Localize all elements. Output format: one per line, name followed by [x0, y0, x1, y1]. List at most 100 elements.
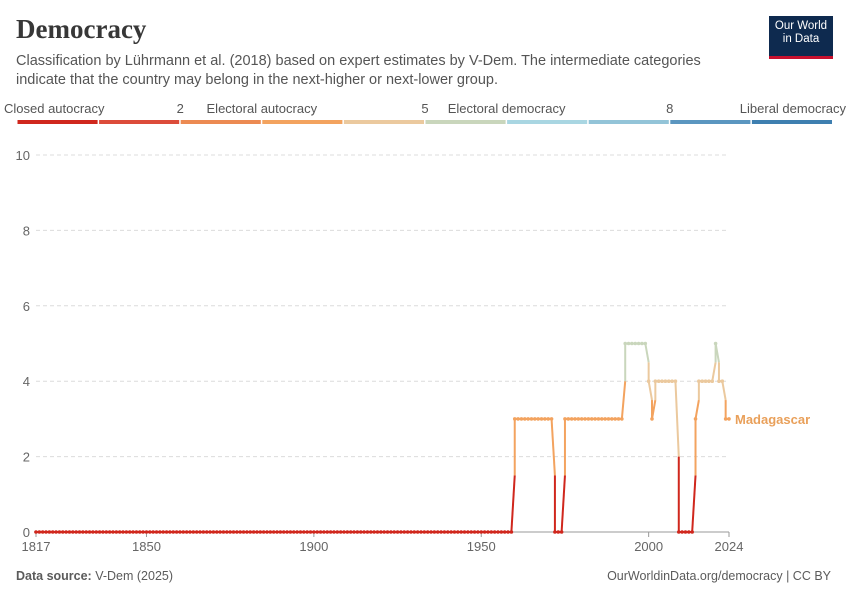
series-point-1949 [476, 530, 480, 534]
series-point-1839 [107, 530, 112, 534]
series-point-1989 [610, 417, 614, 421]
y-tick-label-10: 10 [16, 148, 30, 163]
series-point-1817 [34, 530, 38, 534]
series-point-2019 [710, 379, 715, 384]
series-point-1835 [94, 530, 99, 534]
series-point-1864 [191, 530, 196, 534]
series-point-1965 [529, 417, 534, 421]
y-tick-label-8: 8 [23, 223, 30, 238]
series-line-1974-a [560, 475, 566, 533]
series-point-1987 [603, 417, 607, 421]
chart-subtitle: Classification by Lührmann et al. (2018)… [16, 53, 701, 88]
series-point-1957 [502, 530, 507, 534]
series-point-1944 [459, 530, 463, 534]
series-point-1932 [419, 530, 423, 534]
series-point-1855 [161, 530, 166, 534]
series-point-1882 [251, 530, 256, 534]
series-point-1863 [188, 530, 192, 534]
series-point-1953 [489, 530, 494, 534]
series-point-1846 [131, 530, 135, 534]
series-point-1881 [248, 530, 253, 534]
data-source: Data source: V-Dem (2025) [16, 569, 173, 583]
series-point-1993 [623, 341, 628, 346]
series-point-1935 [429, 530, 433, 534]
series-point-1860 [178, 530, 182, 534]
series-point-1988 [606, 417, 611, 421]
series-point-1890 [278, 530, 283, 534]
series-point-1858 [171, 530, 176, 534]
series-point-1975 [563, 417, 567, 421]
series-point-1872 [218, 530, 222, 534]
data-source-value[interactable]: V-Dem (2025) [95, 569, 174, 583]
series-point-2001 [650, 417, 654, 421]
legend-swatch-6 [507, 120, 588, 124]
series-point-1849 [141, 530, 145, 534]
series-point-1979 [576, 417, 581, 421]
legend-label-2: Electoral autocracy [207, 101, 318, 116]
series-point-1936 [432, 530, 437, 534]
x-tick-label-2024: 2024 [715, 539, 744, 554]
series-point-1971 [549, 417, 554, 421]
series-point-1951 [482, 530, 487, 534]
series-line-2022-a [721, 381, 727, 401]
series-point-1887 [268, 530, 273, 534]
series-line-1992-a [620, 381, 627, 419]
series-point-2012 [687, 530, 691, 534]
series-point-1848 [137, 530, 142, 534]
series-point-1885 [261, 530, 266, 534]
series-point-1910 [345, 530, 350, 534]
series-madagascar[interactable]: Madagascar [34, 341, 810, 534]
series-point-1968 [539, 417, 544, 421]
series-point-1840 [111, 530, 115, 534]
series-point-1818 [37, 530, 42, 534]
series-point-1856 [164, 530, 169, 534]
legend-swatch-3 [262, 120, 343, 124]
series-point-1903 [322, 530, 326, 534]
series-point-1984 [593, 417, 597, 421]
series-point-1959 [509, 530, 514, 534]
series-point-1981 [583, 417, 587, 421]
series-point-1888 [271, 530, 276, 534]
series-point-1851 [148, 530, 152, 534]
series-point-2021 [717, 379, 721, 384]
series-point-1914 [358, 530, 363, 534]
legend-swatch-9 [751, 120, 832, 124]
series-point-1982 [586, 417, 591, 421]
series-point-1873 [221, 530, 226, 534]
series-point-1892 [285, 530, 289, 534]
series-point-1942 [452, 530, 457, 534]
series-point-1974 [559, 530, 564, 534]
y-tick-label-2: 2 [23, 450, 30, 465]
x-tick-label-2000: 2000 [634, 539, 663, 554]
series-point-1847 [134, 530, 139, 534]
series-point-1867 [201, 530, 206, 534]
color-legend[interactable]: Closed autocracy 2 Electoral autocracy 5 Ele… [4, 101, 846, 124]
series-point-2014 [693, 417, 698, 421]
series-point-1978 [573, 417, 577, 421]
series-point-1946 [466, 530, 470, 534]
series-point-1857 [168, 530, 172, 534]
axes: 0 2 4 6 8 10 1817 1850 1900 1950 2000 2024 [16, 148, 744, 554]
series-point-1901 [315, 530, 320, 534]
series-point-1883 [255, 530, 259, 534]
series-point-1842 [117, 530, 122, 534]
series-point-2006 [666, 379, 671, 384]
series-point-1999 [643, 341, 648, 346]
legend-swatch-1 [99, 120, 180, 124]
series-point-1898 [305, 530, 309, 534]
series-point-1986 [599, 417, 604, 421]
series-point-1902 [318, 530, 323, 534]
footer-url[interactable]: OurWorldinData.org/democracy | CC BY [607, 569, 831, 583]
series-label-madagascar: Madagascar [735, 412, 810, 427]
series-point-1905 [328, 530, 333, 534]
legend-swatch-0 [17, 120, 98, 124]
series-point-1853 [154, 530, 159, 534]
series-point-1931 [415, 530, 420, 534]
series-point-1973 [556, 530, 561, 534]
series-point-1861 [181, 530, 186, 534]
series-line-2020-a [714, 343, 720, 363]
owid-logo[interactable]: Our World in Data [769, 16, 833, 59]
series-point-1923 [389, 530, 393, 534]
series-point-1948 [472, 530, 477, 534]
